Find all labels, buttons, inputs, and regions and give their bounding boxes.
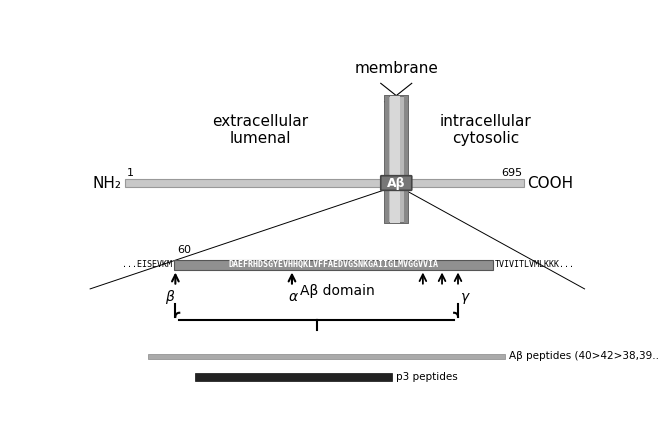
Bar: [195, 373, 392, 381]
Text: β: β: [165, 290, 173, 305]
Bar: [385, 95, 389, 223]
Text: Aβ: Aβ: [387, 177, 405, 190]
Bar: [385, 95, 389, 223]
Text: α: α: [289, 290, 298, 305]
Text: γ: γ: [461, 290, 469, 305]
Text: p3 peptides: p3 peptides: [396, 372, 458, 382]
Bar: [390, 95, 400, 223]
Bar: [125, 179, 524, 187]
Text: 60: 60: [178, 245, 192, 255]
Bar: [174, 260, 493, 270]
Text: membrane: membrane: [355, 61, 438, 76]
Text: NH₂: NH₂: [93, 175, 122, 190]
Bar: [385, 95, 408, 223]
Text: intracellular
cytosolic: intracellular cytosolic: [440, 114, 531, 147]
Bar: [148, 353, 505, 359]
Text: DAEFRHDSGYEVHHQKLVFFAEDVGSNKGAIIGLMVGGVVIA: DAEFRHDSGYEVHHQKLVFFAEDVGSNKGAIIGLMVGGVV…: [229, 260, 438, 269]
Text: extracellular
lumenal: extracellular lumenal: [213, 114, 308, 147]
Text: ...EISEVKM: ...EISEVKM: [123, 260, 172, 269]
FancyBboxPatch shape: [381, 176, 412, 190]
Bar: [390, 95, 400, 223]
Text: Aβ domain: Aβ domain: [300, 284, 374, 297]
Bar: [404, 95, 408, 223]
Text: COOH: COOH: [527, 175, 573, 190]
Text: TVIVITLVMLKKK...: TVIVITLVMLKKK...: [495, 260, 575, 269]
Bar: [404, 95, 408, 223]
Bar: [385, 95, 408, 223]
Text: Aβ peptides (40>42>38,39..): Aβ peptides (40>42>38,39..): [509, 351, 659, 361]
Text: 695: 695: [501, 168, 523, 178]
Text: 1: 1: [127, 168, 134, 178]
